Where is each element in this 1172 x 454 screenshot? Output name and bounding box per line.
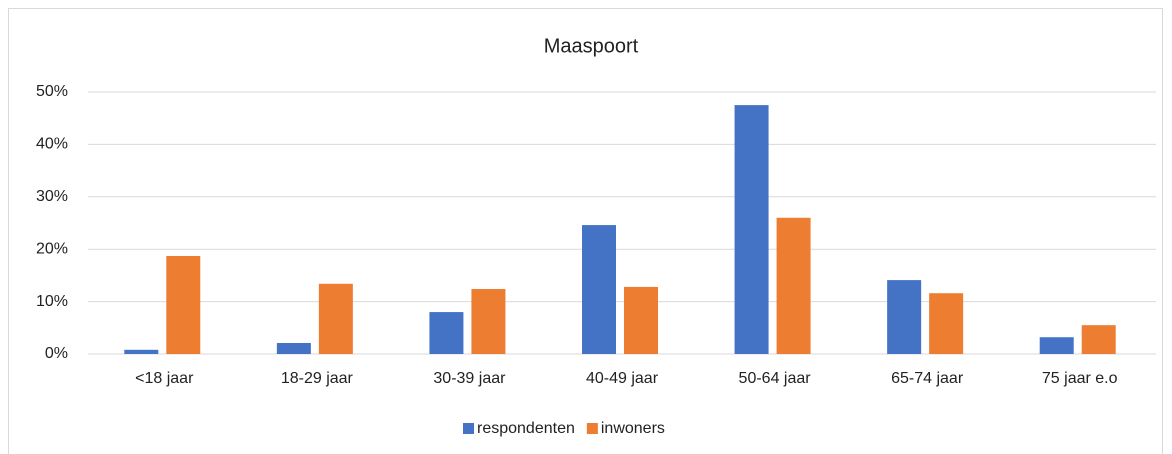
legend-label: inwoners xyxy=(601,420,665,437)
bar xyxy=(429,312,464,354)
bar xyxy=(1039,337,1074,354)
bar xyxy=(166,256,201,354)
bar xyxy=(624,286,658,354)
bar xyxy=(582,225,616,354)
x-tick-label: 40-49 jaar xyxy=(586,370,659,387)
x-tick-label: 65-74 jaar xyxy=(891,370,964,387)
y-tick-label: 30% xyxy=(36,188,68,205)
x-tick-label: 30-39 jaar xyxy=(433,370,506,387)
x-tick-label: 50-64 jaar xyxy=(739,370,812,387)
legend-swatch xyxy=(463,423,474,434)
y-tick-label: 10% xyxy=(36,293,68,310)
bar xyxy=(734,105,769,354)
y-tick-label: 20% xyxy=(36,240,68,257)
bar xyxy=(471,289,506,354)
chart-title: Maaspoort xyxy=(544,35,639,57)
bar xyxy=(887,280,922,354)
bar xyxy=(1081,325,1116,354)
bar xyxy=(124,349,159,354)
bar xyxy=(776,217,811,354)
y-tick-label: 40% xyxy=(36,136,68,153)
bar xyxy=(318,283,353,354)
bar xyxy=(929,293,964,354)
y-tick-label: 0% xyxy=(45,345,68,362)
bar xyxy=(276,342,311,354)
legend-label: respondenten xyxy=(477,420,575,437)
y-tick-label: 50% xyxy=(36,83,68,100)
legend-swatch xyxy=(586,423,598,434)
x-tick-label: <18 jaar xyxy=(135,370,194,387)
x-tick-label: 75 jaar e.o xyxy=(1042,370,1118,387)
x-tick-label: 18-29 jaar xyxy=(281,370,354,387)
